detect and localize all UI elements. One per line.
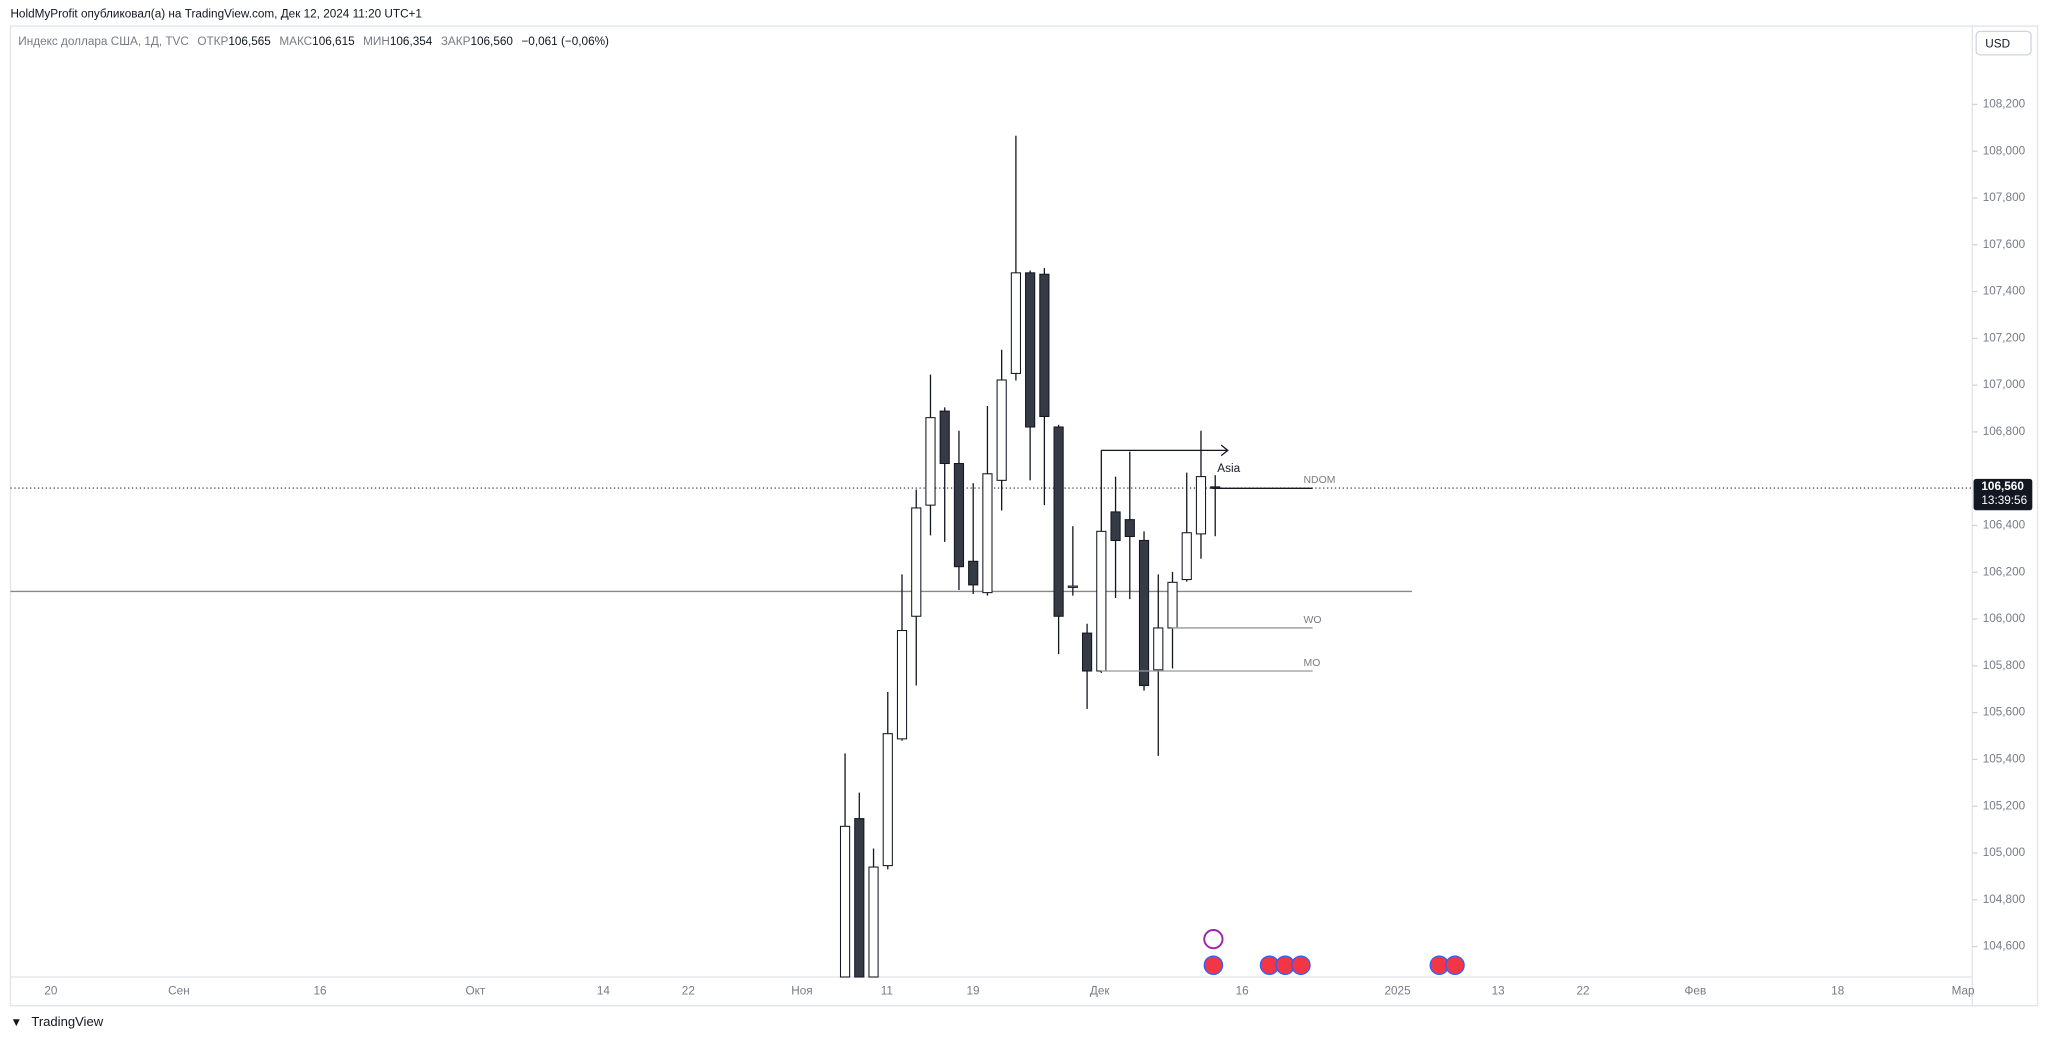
chart-frame — [9, 25, 2039, 1007]
footer-brand: TradingView — [31, 1014, 103, 1029]
asia-label: Asia — [1217, 462, 1240, 475]
candle-body — [839, 825, 851, 978]
y-tick-label: 105,600 — [1983, 706, 2026, 719]
candle-body — [911, 507, 922, 617]
x-tick-label: 22 — [1576, 984, 1589, 997]
open-value: 106,565 — [228, 35, 271, 48]
candle-body — [968, 560, 979, 586]
high-value: 106,615 — [312, 35, 355, 48]
y-tick-label: 105,200 — [1983, 799, 2026, 812]
x-tick-label: 16 — [1236, 984, 1250, 997]
y-tick-label: 106,200 — [1983, 565, 2026, 578]
symbol: Индекс доллара США, 1Д, TVC — [18, 35, 189, 48]
candle-body — [1124, 519, 1135, 538]
publisher-line: HoldMyProfit опубликовал(а) на TradingVi… — [10, 7, 422, 20]
level-label: NDOM — [1304, 475, 1336, 486]
close-value: 106,560 — [470, 35, 513, 48]
x-tick-label: Дек — [1090, 984, 1110, 997]
candle-body — [1010, 272, 1021, 374]
candle-body — [1039, 273, 1050, 417]
y-tick-label: 106,000 — [1983, 612, 2026, 625]
candle-body — [854, 818, 865, 978]
x-tick-label: Сен — [168, 984, 190, 997]
currency-label: USD — [1985, 38, 2010, 51]
price-tag — [1973, 478, 2033, 511]
candle-body — [925, 417, 936, 506]
price-tag-label: 106,560 — [1981, 480, 2024, 493]
event-icon[interactable] — [1445, 955, 1465, 976]
candle-body — [1025, 272, 1036, 428]
candle-body — [1153, 627, 1164, 671]
currency-button[interactable] — [1975, 30, 2032, 56]
y-tick-label: 105,800 — [1983, 659, 2026, 672]
x-tick-label: Окт — [466, 984, 486, 997]
legend: Индекс доллара США, 1Д, TVC ОТКР106,565 … — [18, 35, 609, 48]
y-tick-label: 107,600 — [1983, 238, 2026, 251]
x-tick-label: 22 — [682, 984, 695, 997]
y-tick-label: 106,800 — [1983, 425, 2026, 438]
level-label: WO — [1304, 615, 1322, 626]
y-tick-label: 105,000 — [1983, 846, 2026, 859]
y-tick-label: 107,200 — [1983, 331, 2026, 344]
logo-mark: ▼ — [10, 1016, 22, 1029]
y-tick-label: 107,800 — [1983, 191, 2026, 204]
candle-body — [1067, 585, 1078, 588]
high-label: МАКС — [279, 35, 312, 48]
candle-body — [1138, 539, 1150, 687]
x-tick-label: 20 — [44, 984, 58, 997]
y-tick-label: 104,600 — [1983, 940, 2026, 953]
y-tick-label: 106,400 — [1983, 519, 2026, 532]
candle-body — [1181, 532, 1192, 581]
candle-body — [1195, 476, 1207, 535]
candle-body — [1096, 530, 1107, 672]
level-label: MO — [1304, 658, 1321, 669]
y-tick-label: 107,000 — [1983, 378, 2026, 391]
events — [1203, 928, 1465, 976]
candle-body — [1081, 632, 1093, 672]
candle-body — [939, 410, 950, 465]
y-tick-label: 108,200 — [1983, 98, 2026, 111]
x-tick-label: 18 — [1831, 984, 1845, 997]
y-tick-label: 107,400 — [1983, 285, 2026, 298]
candle-body — [982, 473, 993, 594]
x-tick-label: 13 — [1492, 984, 1506, 997]
event-icon[interactable] — [1291, 955, 1311, 976]
candle-body — [1167, 581, 1178, 629]
y-tick-label: 104,800 — [1983, 893, 2026, 906]
low-label: МИН — [363, 35, 390, 48]
x-tick-label: 19 — [967, 984, 980, 997]
candle-body — [953, 462, 965, 568]
candle-body — [868, 866, 879, 978]
countdown-label: 13:39:56 — [1981, 494, 2027, 507]
event-icon[interactable] — [1203, 928, 1224, 950]
low-value: 106,354 — [390, 35, 433, 48]
asia-range — [1101, 444, 1229, 457]
candle-body — [896, 630, 908, 740]
x-tick-label: 14 — [597, 984, 611, 997]
x-tick-label: Ноя — [791, 984, 812, 997]
x-tick-label: 16 — [313, 984, 327, 997]
candle-body — [1053, 426, 1064, 617]
candle-body — [1110, 511, 1121, 541]
y-tick-label: 105,400 — [1983, 753, 2026, 766]
legend-line: Индекс доллара США, 1Д, TVC ОТКР106,565 … — [18, 35, 609, 48]
change: −0,061 (−0,06%) — [521, 35, 609, 48]
y-tick-label: 108,000 — [1983, 144, 2026, 157]
x-tick-label: Мар — [1952, 984, 1975, 997]
x-tick-label: 11 — [881, 984, 893, 997]
open-label: ОТКР — [197, 35, 228, 48]
close-label: ЗАКР — [441, 35, 471, 48]
x-tick-label: Фев — [1684, 984, 1706, 997]
x-tick-label: 2025 — [1384, 984, 1411, 997]
candle-body — [996, 379, 1007, 481]
candle-body — [882, 733, 893, 867]
event-icon[interactable] — [1203, 955, 1224, 976]
